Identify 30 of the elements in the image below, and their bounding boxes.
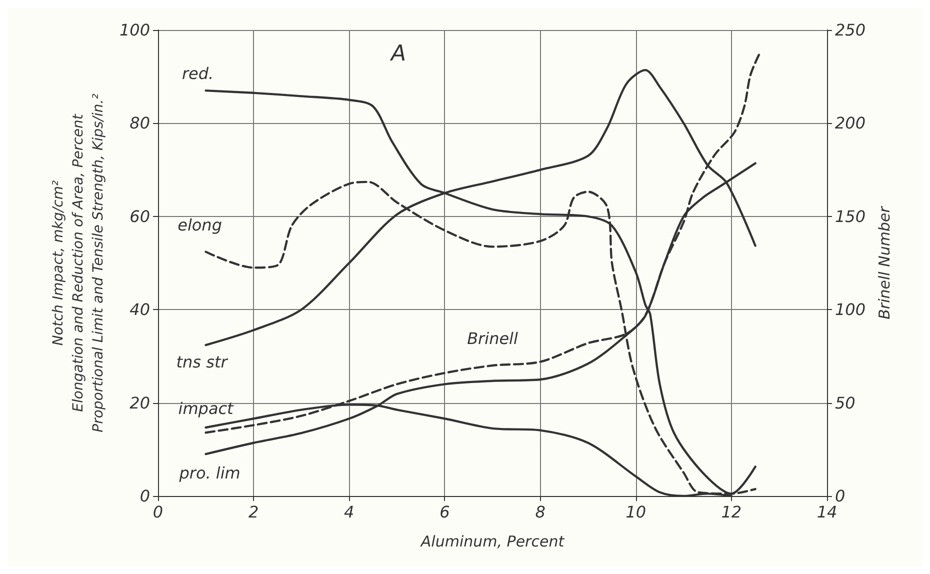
y2-tick-label: 250 (835, 20, 866, 40)
series-label: impact (178, 399, 234, 418)
text: A (389, 42, 406, 66)
y2-tick-label: 150 (835, 206, 866, 226)
series-label: red. (182, 64, 214, 84)
y-tick-label: 100 (119, 20, 150, 40)
x-tick-label: 4 (344, 502, 354, 522)
series-label: pro. lim (178, 464, 240, 483)
series-label: Brinell (467, 329, 518, 348)
y-tick-label: 0 (140, 486, 150, 506)
x-tick-label: 8 (535, 502, 546, 522)
x-tick-label: 10 (626, 502, 646, 522)
x-tick-label: 2 (248, 502, 259, 522)
y-tick-label: 20 (130, 393, 150, 412)
y2-tick-label: 200 (835, 114, 866, 133)
y2-axis-title: Brinell Number (876, 206, 894, 320)
y2-tick-label: 100 (835, 300, 866, 320)
y-tick-label: 80 (130, 114, 150, 133)
series-label: tns str (176, 352, 229, 372)
y-tick-label: 60 (130, 206, 150, 226)
y2-tick-label: 0 (835, 486, 846, 506)
y2-tick-label: 50 (835, 393, 856, 412)
x-tick-label: 12 (721, 502, 742, 522)
x-tick-label: 14 (816, 502, 838, 522)
y-tick-label: 40 (130, 300, 150, 320)
series-label: elong (178, 215, 222, 234)
x-tick-label: 0 (152, 502, 164, 522)
x-tick-label: 6 (440, 502, 450, 522)
x-axis-title: Aluminum, Percent (420, 532, 566, 550)
y-axis-title: Notch Impact, mkg/cm² Elongation and Reduction of Area, Percent Proportional Limit and Tensile Strength, Kips/in.² (50, 93, 107, 432)
